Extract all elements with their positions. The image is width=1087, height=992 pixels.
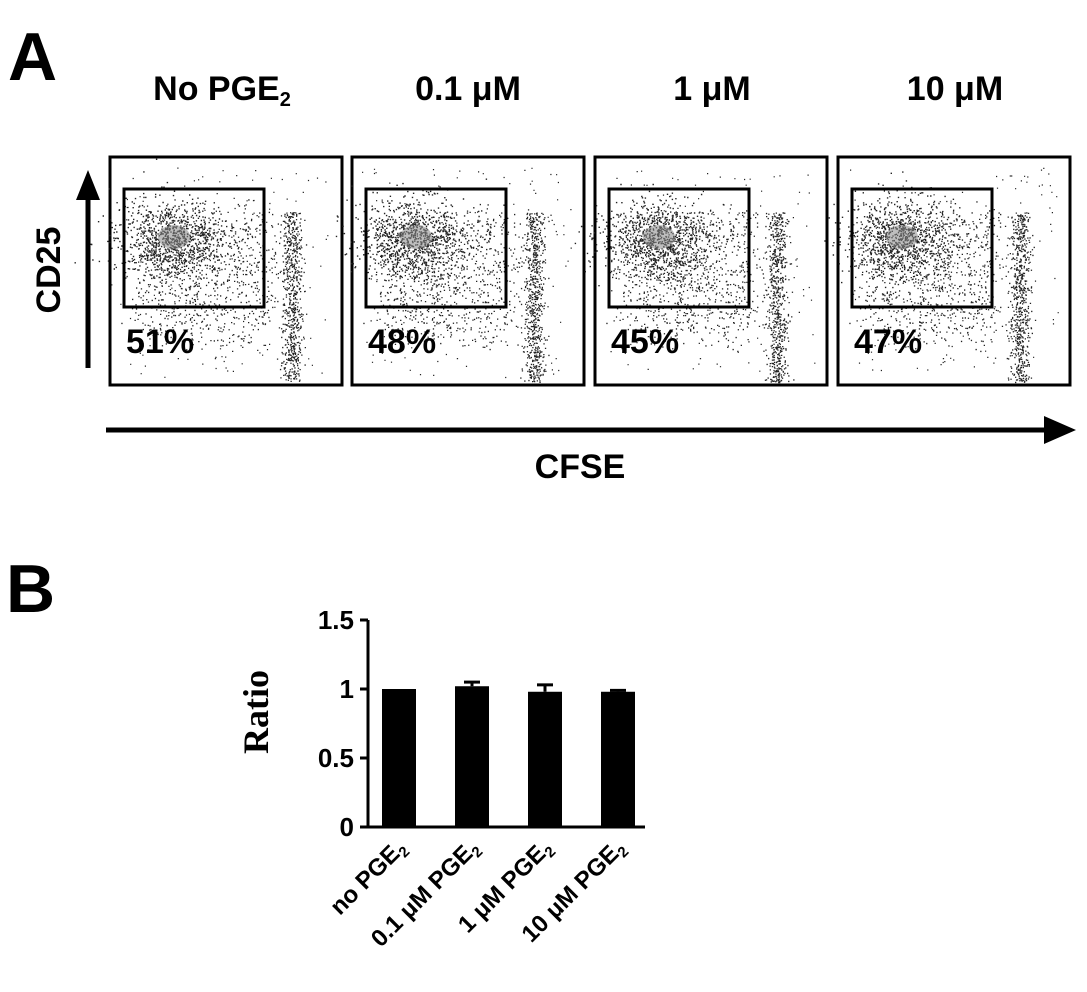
cd25-gate — [607, 187, 751, 309]
panel-a-letter: A — [8, 19, 57, 95]
y-tick-label: 0.5 — [318, 743, 354, 773]
dot-plot-panels: 51% 48% 45% 47% — [74, 155, 1072, 387]
bar-2 — [455, 686, 489, 827]
cd25-gate — [850, 187, 994, 309]
y-tick-label: 1.5 — [318, 605, 354, 635]
condition-label-4: 10 μM — [907, 70, 1003, 108]
dense-cluster — [400, 225, 432, 249]
cd25-gate — [364, 187, 508, 309]
y-tick-label: 0 — [340, 812, 354, 842]
y-tick-label: 1 — [340, 674, 354, 704]
cell-dots — [74, 158, 329, 382]
gate-percentage: 48% — [368, 323, 436, 361]
panel-b-letter: B — [6, 551, 55, 627]
bar-4 — [601, 691, 635, 827]
condition-labels: No PGE2 0.1 μM 1 μM 10 μM — [153, 70, 1003, 111]
condition-label-2: 0.1 μM — [415, 70, 521, 108]
cell-dots — [574, 170, 816, 384]
dense-cluster — [158, 225, 190, 249]
gate-percentage: 51% — [126, 323, 194, 361]
dense-cluster — [886, 225, 918, 249]
cd25-axis-arrow — [76, 170, 100, 368]
condition-label-3: 1 μM — [673, 70, 750, 108]
cfse-axis-arrow — [106, 416, 1076, 444]
dot-plot-panel-4: 47% — [824, 155, 1072, 387]
gate-percentage: 47% — [854, 323, 922, 361]
cell-dots — [824, 167, 1059, 384]
dot-plot-frame — [836, 155, 1072, 387]
y-axis-label-ratio: Ratio — [236, 670, 276, 754]
dot-plot-panel-3: 45% — [574, 155, 829, 387]
gate-percentage: 45% — [611, 323, 679, 361]
cd25-gate — [122, 187, 266, 309]
dot-plot-panel-1: 51% — [74, 155, 344, 387]
dense-cluster — [643, 225, 675, 249]
y-axis-label-cd25: CD25 — [30, 227, 68, 314]
dot-plot-panel-2: 48% — [335, 155, 586, 387]
dot-plot-frame — [593, 155, 829, 387]
cell-dots — [335, 167, 572, 383]
bar-1 — [382, 689, 416, 827]
x-axis-label-cfse: CFSE — [535, 448, 626, 486]
condition-label-1: No PGE2 — [153, 70, 291, 111]
bar-3 — [528, 691, 562, 827]
